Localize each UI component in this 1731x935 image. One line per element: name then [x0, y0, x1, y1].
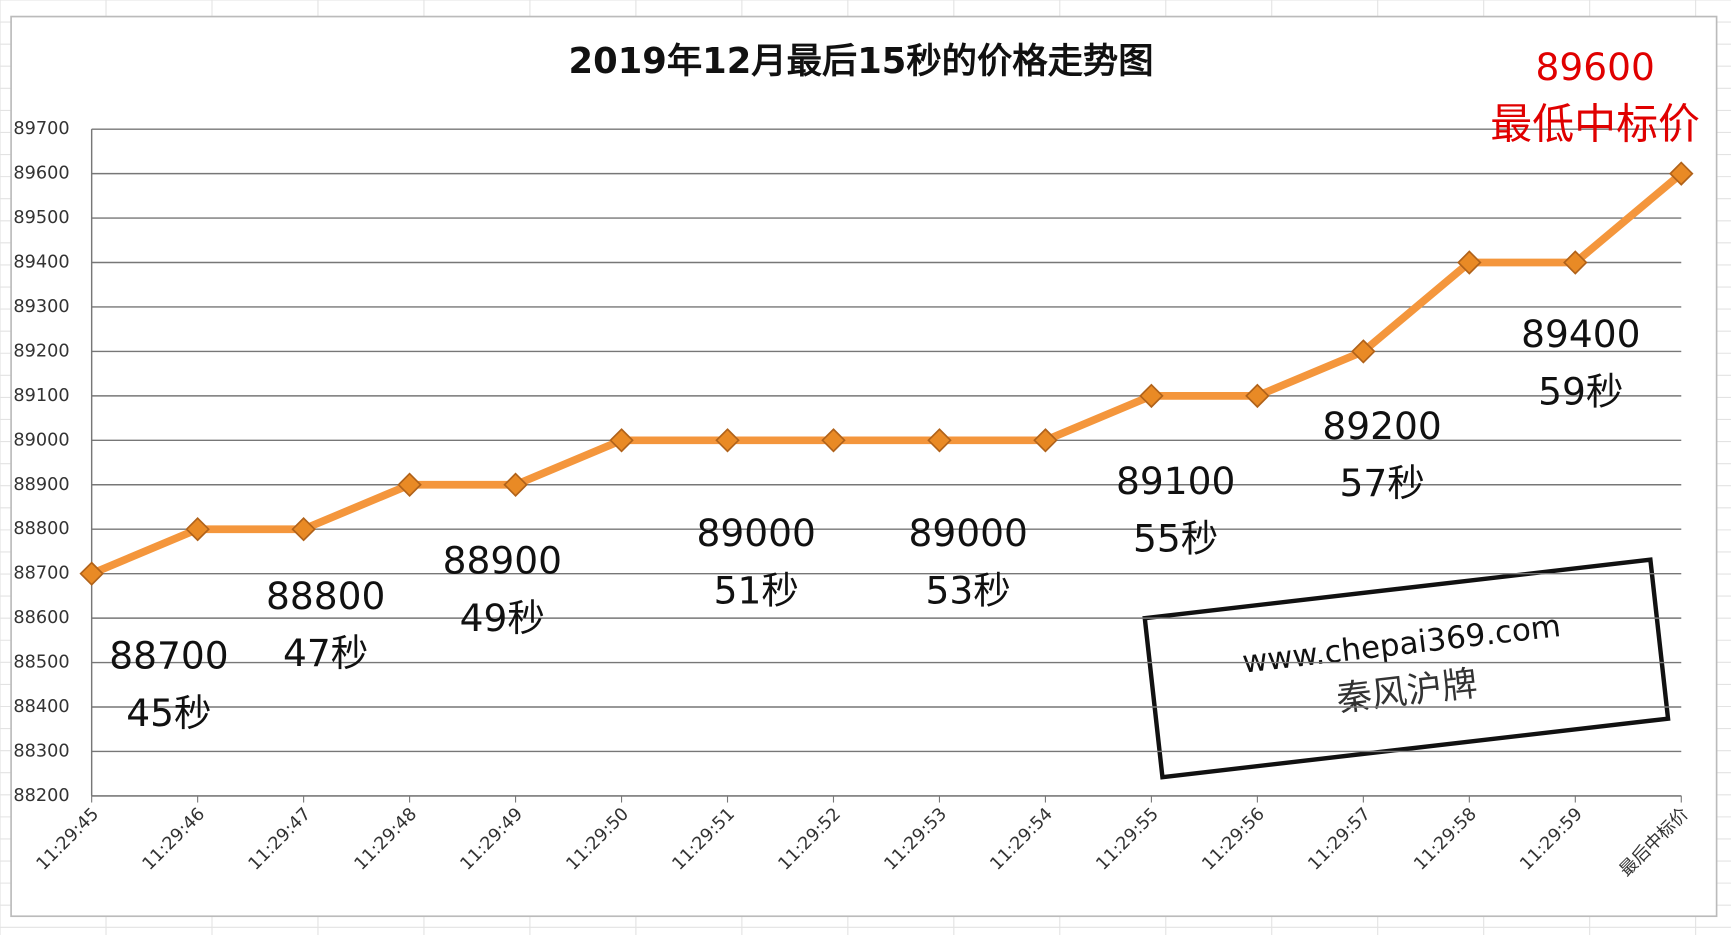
- y-tick-label: 89300: [13, 297, 69, 317]
- y-tick-label: 88300: [13, 741, 69, 761]
- point: [79, 561, 104, 586]
- annotation-time: 45秒: [126, 691, 211, 735]
- y-tick-label: 89600: [13, 164, 69, 184]
- point: [927, 428, 952, 453]
- y-tick-label: 89000: [13, 430, 69, 450]
- price-line: [90, 170, 1684, 578]
- annotation-time: 55秒: [1133, 516, 1218, 560]
- annotation-time: 53秒: [926, 568, 1011, 612]
- y-tick-label: 88600: [13, 608, 69, 628]
- y-tick-label: 89200: [13, 341, 69, 361]
- point: [1033, 428, 1058, 453]
- y-tick-label: 88900: [13, 475, 69, 495]
- highlight-label: 最低中标价: [1490, 99, 1700, 148]
- y-tick-label: 89700: [13, 119, 69, 139]
- y-tick-label: 88200: [13, 786, 69, 806]
- annotation-price: 89000: [697, 511, 816, 555]
- point: [1457, 250, 1482, 275]
- y-tick-label: 89500: [13, 208, 69, 228]
- point: [185, 516, 210, 542]
- annotation-price: 89200: [1322, 404, 1441, 448]
- y-tick-label: 88700: [13, 564, 69, 584]
- point: [715, 428, 740, 453]
- annotation-price: 89000: [908, 511, 1027, 555]
- y-tick-label: 88500: [13, 653, 69, 673]
- annotation-price: 88700: [109, 633, 228, 677]
- point: [1563, 250, 1588, 275]
- annotation-price: 89100: [1116, 459, 1235, 503]
- point: [1245, 383, 1270, 409]
- annotation-price: 89400: [1521, 312, 1640, 356]
- chart-title: 2019年12月最后15秒的价格走势图: [569, 41, 1154, 82]
- annotation-time: 47秒: [283, 631, 368, 675]
- point: [503, 472, 528, 497]
- annotation-price: 88900: [443, 538, 562, 582]
- point: [1669, 161, 1694, 186]
- point: [1351, 339, 1376, 364]
- highlight-price: 89600: [1536, 45, 1655, 89]
- watermark-box: [1142, 557, 1671, 780]
- annotation-time: 51秒: [714, 568, 799, 612]
- annotation-time: 59秒: [1538, 370, 1623, 414]
- point: [397, 472, 422, 497]
- y-tick-label: 88800: [13, 519, 69, 539]
- point: [821, 428, 846, 453]
- annotation-time: 57秒: [1339, 461, 1424, 505]
- point: [1139, 383, 1164, 409]
- point: [291, 516, 316, 542]
- y-tick-label: 89400: [13, 253, 69, 273]
- annotation-time: 49秒: [460, 596, 545, 640]
- annotation-price: 88800: [266, 574, 385, 618]
- y-tick-label: 88400: [13, 697, 69, 717]
- point: [609, 428, 634, 453]
- y-tick-label: 89100: [13, 386, 69, 406]
- chart-area: [10, 15, 1718, 918]
